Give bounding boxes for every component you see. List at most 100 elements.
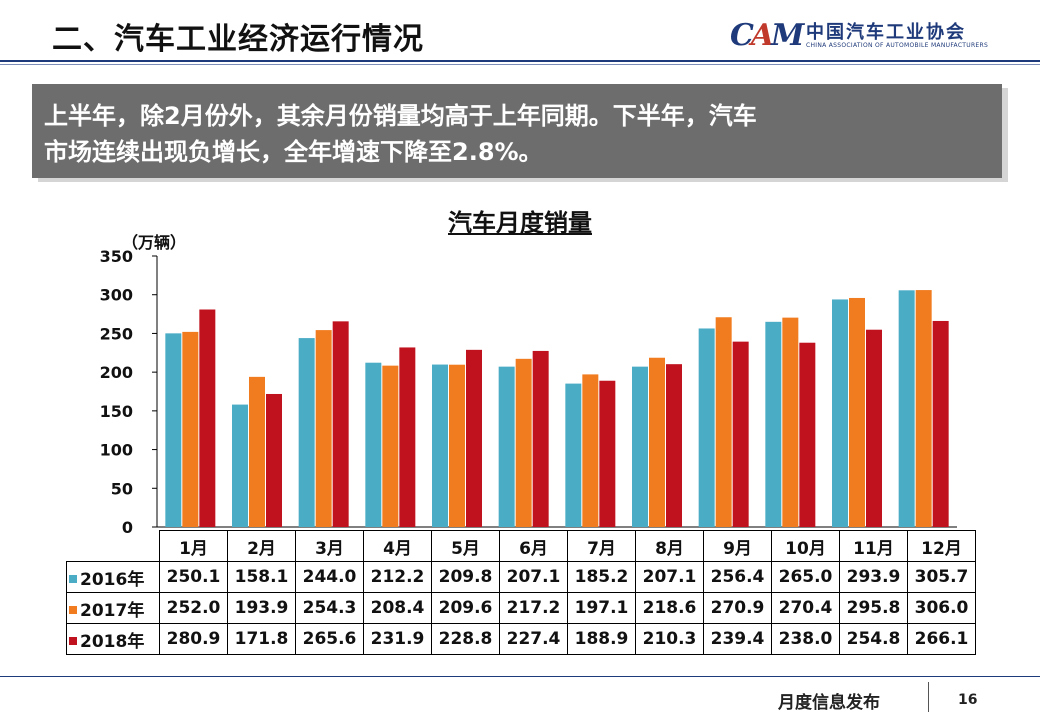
chart-title-wrap: 汽车月度销量: [0, 203, 1040, 238]
month-label-1: 1月: [159, 530, 228, 562]
bar-2-12: [915, 290, 932, 527]
bar-3-3: [332, 321, 349, 527]
bar-3-7: [599, 380, 616, 527]
month-label-6: 6月: [499, 530, 568, 562]
data-label: 210.3: [635, 623, 704, 655]
table-header-row: 1月 2月 3月 4月 5月 6月 7月 8月 9月 10月 11月 12月: [67, 530, 976, 562]
month-label-2: 2月: [227, 530, 296, 562]
logo-chinese-name: 中国汽车工业协会: [806, 22, 966, 43]
table-row: 2017年 252.0 193.9 254.3 208.4 209.6 217.2 197.1…: [66, 592, 976, 624]
bar-2-1: [182, 331, 199, 527]
bar-2-3: [315, 330, 332, 527]
legend-swatch-icon: [69, 574, 77, 583]
data-label: 217.2: [499, 592, 568, 624]
y-axis-unit-label: （万辆）: [122, 233, 186, 252]
bar-1-11: [832, 299, 848, 527]
data-label: 295.8: [839, 592, 908, 624]
month-label-5: 5月: [431, 530, 500, 562]
bar-2-2: [249, 376, 265, 527]
legend-swatch-icon: [69, 636, 77, 645]
month-label-12: 12月: [907, 530, 976, 562]
data-label: 270.4: [771, 592, 840, 624]
logo-english-name: CHINA ASSOCIATION OF AUTOMOBILE MANUFACT…: [806, 42, 989, 49]
bar-2-4: [382, 365, 399, 527]
bar-3-6: [532, 350, 549, 527]
footer-divider: [928, 682, 929, 712]
data-label: 250.1: [159, 561, 228, 593]
bar-2-7: [582, 374, 599, 527]
data-label: 209.6: [431, 592, 500, 624]
data-label: 239.4: [703, 623, 772, 655]
header-rule: [0, 60, 1040, 62]
page-number: 16: [958, 692, 978, 708]
data-label: 244.0: [295, 561, 364, 593]
legend-label: 2018年: [80, 631, 145, 652]
header-rule-thin: [0, 64, 1040, 65]
bar-3-2: [266, 393, 282, 527]
month-label-9: 9月: [703, 530, 772, 562]
month-label-7: 7月: [567, 530, 636, 562]
summary-line-2: 市场连续出现负增长，全年增速下降至2.8%。: [44, 138, 543, 166]
table-corner: [67, 531, 160, 562]
bar-3-10: [799, 342, 816, 527]
bar-1-1: [165, 333, 182, 527]
data-label: 256.4: [703, 561, 772, 593]
bar-1-10: [765, 321, 782, 527]
y-tick-label: 50: [111, 479, 133, 498]
y-tick-label: 0: [122, 518, 133, 537]
y-tick-label: 100: [100, 441, 133, 460]
summary-box: 上半年，除2月份外，其余月份销量均高于上年同期。下半年，汽车 市场连续出现负增长…: [32, 84, 1002, 178]
month-label-8: 8月: [635, 530, 704, 562]
data-label: 207.1: [499, 561, 568, 593]
bar-2-5: [449, 364, 465, 527]
legend-entry: 2016年: [66, 561, 160, 593]
table-row: 2018年 280.9 171.8 265.6 231.9 228.8 227.4 188.9…: [66, 623, 976, 655]
bar-1-2: [232, 404, 248, 527]
bar-2-9: [715, 317, 732, 527]
bar-3-12: [932, 320, 949, 527]
bar-3-8: [666, 364, 682, 527]
bar-1-4: [365, 362, 382, 527]
data-label: 193.9: [227, 592, 296, 624]
bar-1-6: [498, 366, 515, 527]
legend-swatch-icon: [69, 605, 77, 614]
data-label: 252.0: [159, 592, 228, 624]
data-label: 208.4: [363, 592, 432, 624]
legend-entry: 2018年: [66, 623, 160, 655]
data-label: 158.1: [227, 561, 296, 593]
y-tick-label: 350: [100, 247, 133, 266]
data-label: 280.9: [159, 623, 228, 655]
data-label: 171.8: [227, 623, 296, 655]
data-label: 227.4: [499, 623, 568, 655]
bar-3-1: [199, 309, 216, 527]
data-label: 185.2: [567, 561, 636, 593]
month-label-4: 4月: [363, 530, 432, 562]
bar-1-9: [698, 328, 715, 527]
legend-entry: 2017年: [66, 592, 160, 624]
slide-title: 二、汽车工业经济运行情况: [52, 22, 424, 57]
bar-2-10: [782, 317, 799, 527]
data-label: 265.0: [771, 561, 840, 593]
logo-mark-icon: CAM: [730, 18, 804, 53]
month-label-10: 10月: [771, 530, 840, 562]
legend-label: 2016年: [80, 569, 145, 590]
y-tick-label: 150: [100, 402, 133, 421]
data-table: 1月 2月 3月 4月 5月 6月 7月 8月 9月 10月 11月 12月 2016年 250.1 158…: [66, 530, 976, 655]
data-label: 254.3: [295, 592, 364, 624]
bar-2-8: [649, 357, 665, 527]
data-label: 306.0: [907, 592, 976, 624]
month-label-11: 11月: [839, 530, 908, 562]
bar-1-8: [632, 366, 648, 527]
legend-label: 2017年: [80, 600, 145, 621]
data-label: 265.6: [295, 623, 364, 655]
bar-3-9: [732, 341, 749, 527]
y-tick-label: 300: [100, 286, 133, 305]
footer-label: 月度信息发布: [778, 693, 880, 713]
caam-logo: CAM 中国汽车工业协会 CHINA ASSOCIATION OF AUTOMO…: [730, 16, 1000, 56]
bar-1-7: [565, 383, 582, 527]
data-label: 231.9: [363, 623, 432, 655]
month-label-3: 3月: [295, 530, 364, 562]
data-label: 305.7: [907, 561, 976, 593]
data-label: 293.9: [839, 561, 908, 593]
